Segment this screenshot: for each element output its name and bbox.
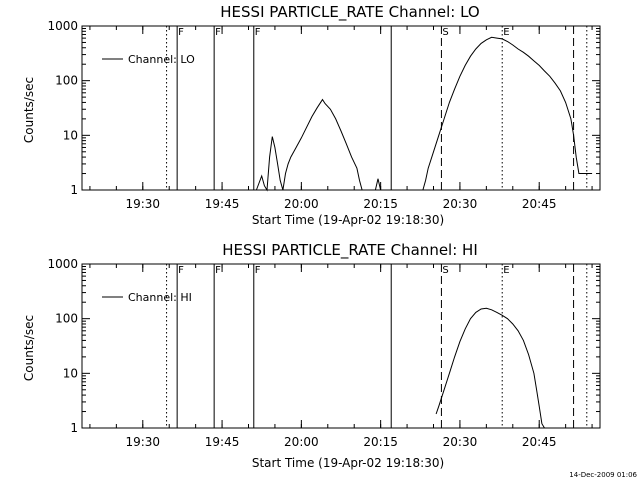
legend-label: Channel: HI (128, 291, 192, 304)
footer-timestamp: 14-Dec-2009 01:06 (569, 471, 637, 479)
chart-title: HESSI PARTICLE_RATE Channel: LO (220, 3, 479, 22)
y-tick-label: 1 (70, 183, 78, 197)
x-tick-label: 20:30 (443, 435, 478, 449)
x-tick-label: 19:45 (205, 197, 240, 211)
x-tick-label: 20:30 (443, 197, 478, 211)
series-line (435, 307, 545, 429)
x-tick-label: 19:30 (125, 197, 160, 211)
y-tick-label: 1 (70, 421, 78, 435)
y-axis-label: Counts/sec (22, 77, 36, 143)
plot-frame (81, 25, 601, 191)
y-tick-label: 100 (55, 312, 78, 326)
event-marker-label: F (215, 27, 221, 38)
x-tick-label: 20:00 (284, 435, 319, 449)
event-marker-label: F (255, 265, 261, 276)
plot-layer: 1 10 100 1000 19:30 19:45 20:00 20:15 20:30 20:45… (47, 19, 601, 449)
x-tick-label: 20:15 (363, 197, 398, 211)
event-marker-label: E (503, 265, 509, 276)
x-tick-label: 20:15 (363, 435, 398, 449)
chart-title: HESSI PARTICLE_RATE Channel: HI (222, 241, 478, 260)
series-line (422, 36, 593, 191)
series-line (255, 98, 363, 192)
y-tick-label: 10 (63, 366, 78, 380)
y-tick-label: 100 (55, 74, 78, 88)
y-axis-label: Counts/sec (22, 315, 36, 381)
x-tick-label: 20:00 (284, 197, 319, 211)
y-tick-label: 10 (63, 128, 78, 142)
x-tick-label: 19:45 (205, 435, 240, 449)
y-tick-label: 1000 (47, 19, 78, 33)
x-axis-label: Start Time (19-Apr-02 19:18:30) (252, 456, 444, 470)
event-marker-label: F (255, 27, 261, 38)
event-marker-label: F (178, 265, 184, 276)
y-tick-label: 1000 (47, 257, 78, 271)
legend-label: Channel: LO (128, 53, 195, 66)
event-marker-label: S (442, 265, 448, 276)
x-tick-label: 20:45 (522, 435, 557, 449)
x-tick-label: 20:45 (522, 197, 557, 211)
x-axis-label: Start Time (19-Apr-02 19:18:30) (252, 213, 444, 227)
series-line (374, 178, 382, 191)
x-tick-label: 19:30 (125, 435, 160, 449)
event-marker-label: S (442, 27, 448, 38)
event-marker-label: F (215, 265, 221, 276)
plot-frame (81, 263, 601, 429)
event-marker-label: F (178, 27, 184, 38)
event-marker-label: E (503, 27, 509, 38)
